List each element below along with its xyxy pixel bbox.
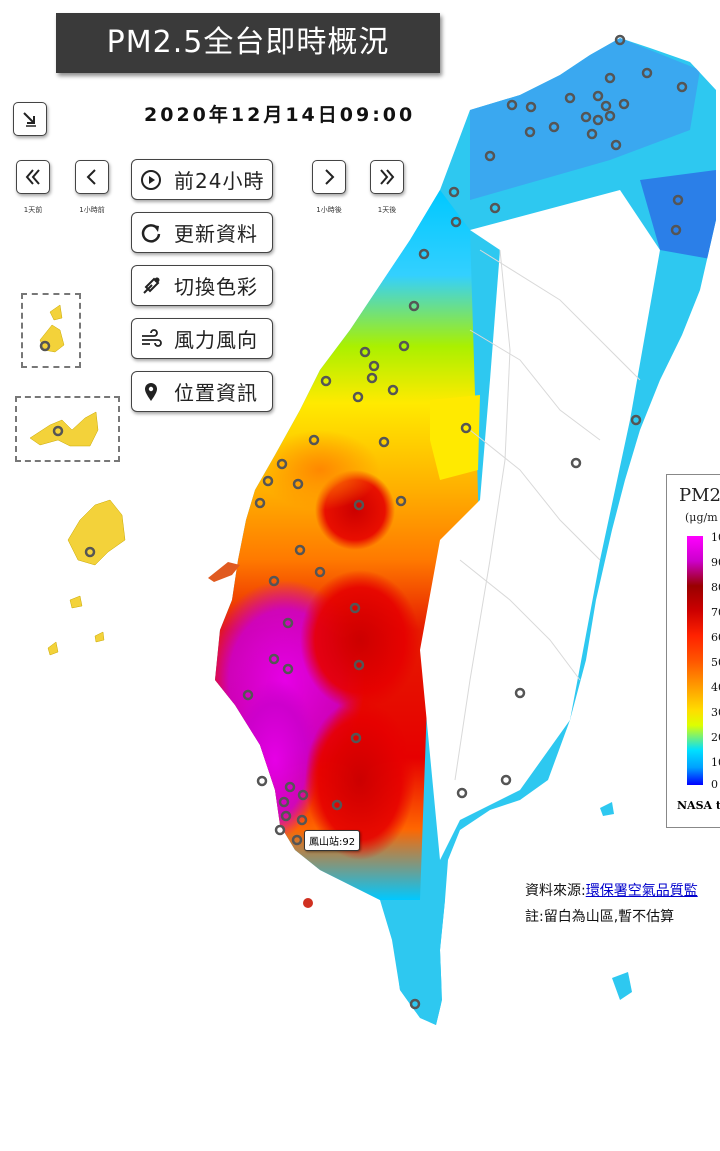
legend-tick: 50 xyxy=(711,656,720,669)
pm25-legend: PM2 (μg/m 10 90 80 70 60 50 40 30 20 10 … xyxy=(666,474,720,828)
legend-title: PM2 xyxy=(679,485,720,506)
refresh-data-label: 更新資料 xyxy=(174,222,258,246)
data-source-prefix: 資料來源: xyxy=(525,883,586,899)
legend-tick: 90 xyxy=(711,556,720,569)
chevron-left-icon xyxy=(86,169,96,185)
eyedropper-icon xyxy=(138,273,164,299)
wind-direction-button[interactable]: 風力風向 xyxy=(131,318,273,359)
data-timestamp: 2020年12月14日09:00 xyxy=(144,104,416,126)
next-hour-caption: 1小時後 xyxy=(316,206,342,214)
prev-hour-button[interactable] xyxy=(75,160,109,194)
legend-tick: 10 xyxy=(711,756,720,769)
legend-tick: 70 xyxy=(711,606,720,619)
double-chevron-left-icon xyxy=(25,169,40,185)
next-day-button[interactable] xyxy=(370,160,404,194)
data-source-link[interactable]: 環保署空氣品質監 xyxy=(585,883,698,899)
last-24-hours-button[interactable]: 前24小時 xyxy=(131,159,273,200)
mountain-note: 註:留白為山區,暫不估算 xyxy=(525,909,675,925)
prev-day-button[interactable] xyxy=(16,160,50,194)
page-title: PM2.5全台即時概況 xyxy=(56,13,440,73)
matsu-inset-frame xyxy=(21,293,81,368)
collapse-button[interactable] xyxy=(13,102,47,136)
station-tooltip: 鳳山站:92 xyxy=(304,830,361,851)
legend-tick: 60 xyxy=(711,631,720,644)
location-pin-icon xyxy=(138,379,164,405)
legend-footer: NASA t xyxy=(677,799,720,812)
legend-tick: 20 xyxy=(711,731,720,744)
legend-tick: 40 xyxy=(711,681,720,694)
legend-tick: 80 xyxy=(711,581,720,594)
legend-tick: 30 xyxy=(711,706,720,719)
prev-day-caption: 1天前 xyxy=(23,206,43,214)
legend-tick: 0 xyxy=(711,778,718,791)
refresh-icon xyxy=(138,220,164,246)
play-circle-icon xyxy=(138,167,164,193)
switch-color-button[interactable]: 切換色彩 xyxy=(131,265,273,306)
legend-color-bar xyxy=(687,536,703,785)
location-info-button[interactable]: 位置資訊 xyxy=(131,371,273,412)
kinmen-inset-frame xyxy=(15,396,120,462)
wind-direction-label: 風力風向 xyxy=(174,328,258,352)
switch-color-label: 切換色彩 xyxy=(174,275,258,299)
wind-icon xyxy=(138,326,164,352)
data-source: 資料來源:環保署空氣品質監 xyxy=(525,880,698,900)
last-24-hours-label: 前24小時 xyxy=(174,169,265,193)
legend-unit: (μg/m xyxy=(685,511,718,524)
next-hour-button[interactable] xyxy=(312,160,346,194)
chevron-right-icon xyxy=(325,169,335,185)
location-info-label: 位置資訊 xyxy=(174,381,258,405)
double-chevron-right-icon xyxy=(380,169,395,185)
next-day-caption: 1天後 xyxy=(377,206,397,214)
arrow-down-right-icon xyxy=(23,112,36,127)
legend-tick: 10 xyxy=(711,531,720,544)
refresh-data-button[interactable]: 更新資料 xyxy=(131,212,273,253)
prev-hour-caption: 1小時前 xyxy=(79,206,105,214)
